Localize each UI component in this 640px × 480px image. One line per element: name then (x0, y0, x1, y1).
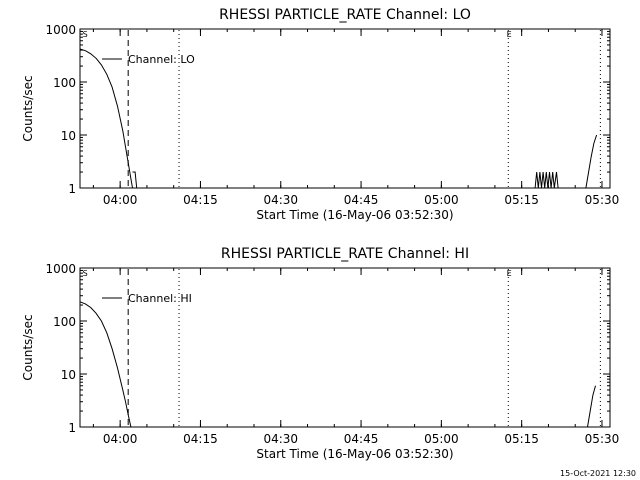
panel-1-x-axis-label: Start Time (16-May-06 03:52:30) (256, 208, 453, 222)
panel-1-x-tick-label: 05:00 (424, 193, 459, 207)
panel-2-end-marker: E (507, 269, 512, 278)
panel-2-legend-label: Channel: HI (128, 292, 192, 305)
panel-1-series-line-lo-noise (534, 171, 559, 189)
panel-1-series-line-lo (79, 48, 133, 189)
panel-1-start-marker: S (83, 30, 88, 39)
panel-2-x-tick-label: 04:30 (263, 432, 298, 446)
panel-2-y-tick-label: 1000 (45, 262, 76, 276)
panel-1-x-tick-label: 05:15 (504, 193, 539, 207)
panel-1-x-tick-label: 04:30 (263, 193, 298, 207)
panel-1-x-tick-label: 05:30 (585, 193, 620, 207)
panel-2-x-tick-label: 04:00 (103, 432, 138, 446)
panel-2-y-tick-label: 10 (61, 368, 76, 382)
panel-1-y-tick-label: 100 (53, 76, 76, 90)
panel-1-y-tick-label: 1000 (45, 23, 76, 37)
panel-1-x-tick-label: 04:00 (103, 193, 138, 207)
panel-2-x-tick-label: 04:45 (344, 432, 379, 446)
panel-1-y-tick-label: 10 (61, 129, 76, 143)
panel-1-series-line-lo-tail (132, 171, 138, 189)
panel-2-x-axis-label: Start Time (16-May-06 03:52:30) (256, 447, 453, 461)
panel-1-end-marker: E (507, 30, 512, 39)
panel-1-series-line-lo-rise (585, 134, 598, 189)
panel-2-y-tick-label: 1 (68, 421, 76, 435)
panel-1-plot-frame (79, 28, 611, 189)
panel-1-x-tick-label: 04:45 (344, 193, 379, 207)
panel-1-x-tick-label: 04:15 (183, 193, 218, 207)
panel-2-start-marker: S (83, 269, 88, 278)
panel-2-x-tick-label: 05:15 (504, 432, 539, 446)
panel-2-title: RHESSI PARTICLE_RATE Channel: HI (221, 246, 469, 262)
footer-timestamp: 15-Oct-2021 12:30 (560, 469, 636, 478)
panel-2-series-line-hi-rise (587, 385, 596, 428)
panel-2-series-line-hi (79, 301, 132, 428)
panel-2-y-tick-label: 100 (53, 315, 76, 329)
panel-1-y-axis-label: Counts/sec (21, 75, 35, 141)
panel-1-y-tick-label: 1 (68, 182, 76, 196)
panel-2-plot-frame (79, 267, 611, 428)
panel-2-x-tick-label: 05:00 (424, 432, 459, 446)
panel-2-x-tick-label: 04:15 (183, 432, 218, 446)
panel-2-y-axis-label: Counts/sec (21, 314, 35, 380)
panel-1-title: RHESSI PARTICLE_RATE Channel: LO (219, 7, 471, 23)
panel-1-legend-label: Channel: LO (128, 53, 195, 66)
panel-2-x-tick-label: 05:30 (585, 432, 620, 446)
